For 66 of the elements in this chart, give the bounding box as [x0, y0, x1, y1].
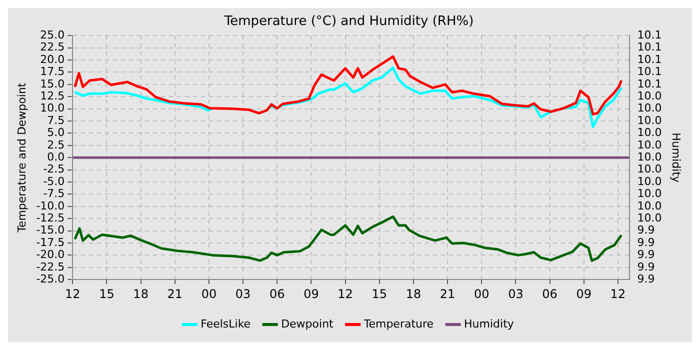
y-tick-label: 2.5 — [47, 138, 65, 152]
x-tick-label: 03 — [508, 286, 524, 301]
y2-tick-label: 10.0 — [637, 199, 662, 212]
x-tick-label: 18 — [406, 286, 422, 301]
y2-tick-label: 9.9 — [637, 224, 655, 237]
x-tick-label: 21 — [440, 286, 456, 301]
x-tick-label: 15 — [372, 286, 388, 301]
x-tick-label: 06 — [270, 286, 285, 301]
y2-tick-label: 9.9 — [637, 248, 655, 262]
y-tick-label: -17.5 — [36, 236, 65, 249]
y-tick-label: -10.0 — [36, 199, 65, 212]
y-tick-label: -7.5 — [43, 187, 65, 200]
y2-tick-label: 10.0 — [637, 138, 662, 152]
y2-tick-label: 10.0 — [637, 187, 662, 200]
x-tick-label: 06 — [542, 286, 558, 301]
y-tick-label: 17.5 — [40, 65, 65, 78]
x-tick-label: 12 — [610, 286, 626, 301]
y2-tick-label: 10.0 — [637, 174, 662, 188]
y-tick-label: 15.0 — [40, 77, 65, 90]
y2-tick-label: 9.9 — [637, 260, 655, 274]
y-tick-label: -12.5 — [36, 211, 65, 224]
legend-label: FeelsLike — [200, 317, 251, 330]
y-tick-label: -25.0 — [36, 272, 65, 286]
x-tick-label: 12 — [338, 286, 353, 301]
y2-tick-label: 10.0 — [637, 114, 662, 127]
y2-tick-label: 10.0 — [637, 162, 662, 176]
x-tick-label: 09 — [304, 286, 319, 301]
y2-tick-label: 10.0 — [637, 89, 662, 102]
y-tick-label: 10.0 — [40, 102, 65, 115]
y2-axis-title: Humidity — [670, 132, 683, 184]
y-tick-label: 20.0 — [40, 52, 65, 66]
y-tick-label: -15.0 — [36, 224, 65, 237]
y-tick-label: 22.5 — [40, 40, 65, 54]
y-axis-title: Temperature and Dewpoint — [15, 82, 28, 234]
legend-label: Dewpoint — [281, 317, 334, 330]
y-tick-label: 5.0 — [47, 126, 65, 140]
y2-tick-label: 10.0 — [637, 211, 662, 224]
x-tick-label: 09 — [576, 286, 592, 301]
x-tick-label: 15 — [99, 286, 114, 301]
y2-tick-label: 10.1 — [637, 28, 662, 42]
y2-tick-label: 10.0 — [637, 150, 662, 164]
y-tick-label: 0.0 — [47, 150, 65, 164]
y2-tick-label: 10.1 — [637, 65, 662, 78]
x-tick-label: 00 — [201, 286, 217, 301]
y-tick-label: -20.0 — [36, 248, 65, 262]
y2-tick-label: 9.9 — [637, 272, 655, 286]
y2-tick-label: 10.1 — [637, 52, 662, 66]
y2-tick-label: 9.9 — [637, 236, 655, 249]
y-tick-label: 12.5 — [40, 89, 65, 102]
x-tick-label: 21 — [167, 286, 183, 301]
x-tick-label: 18 — [133, 286, 148, 301]
y2-tick-label: 10.1 — [637, 40, 662, 54]
y2-tick-label: 10.1 — [637, 77, 662, 90]
legend-label: Humidity — [464, 317, 514, 330]
x-tick-label: 03 — [235, 286, 251, 301]
x-tick-label: 00 — [474, 286, 490, 301]
y-tick-label: -2.5 — [43, 162, 65, 176]
y2-tick-label: 10.0 — [637, 126, 662, 140]
chart-title: Temperature (°C) and Humidity (RH%) — [223, 14, 474, 30]
legend-label: Temperature — [362, 317, 434, 330]
y-tick-label: 7.5 — [47, 114, 65, 127]
y-tick-label: 25.0 — [40, 28, 65, 42]
y2-tick-label: 10.0 — [637, 102, 662, 115]
y-tick-label: -5.0 — [43, 174, 65, 188]
y-tick-label: -22.5 — [36, 260, 65, 274]
x-tick-label: 12 — [65, 286, 80, 301]
